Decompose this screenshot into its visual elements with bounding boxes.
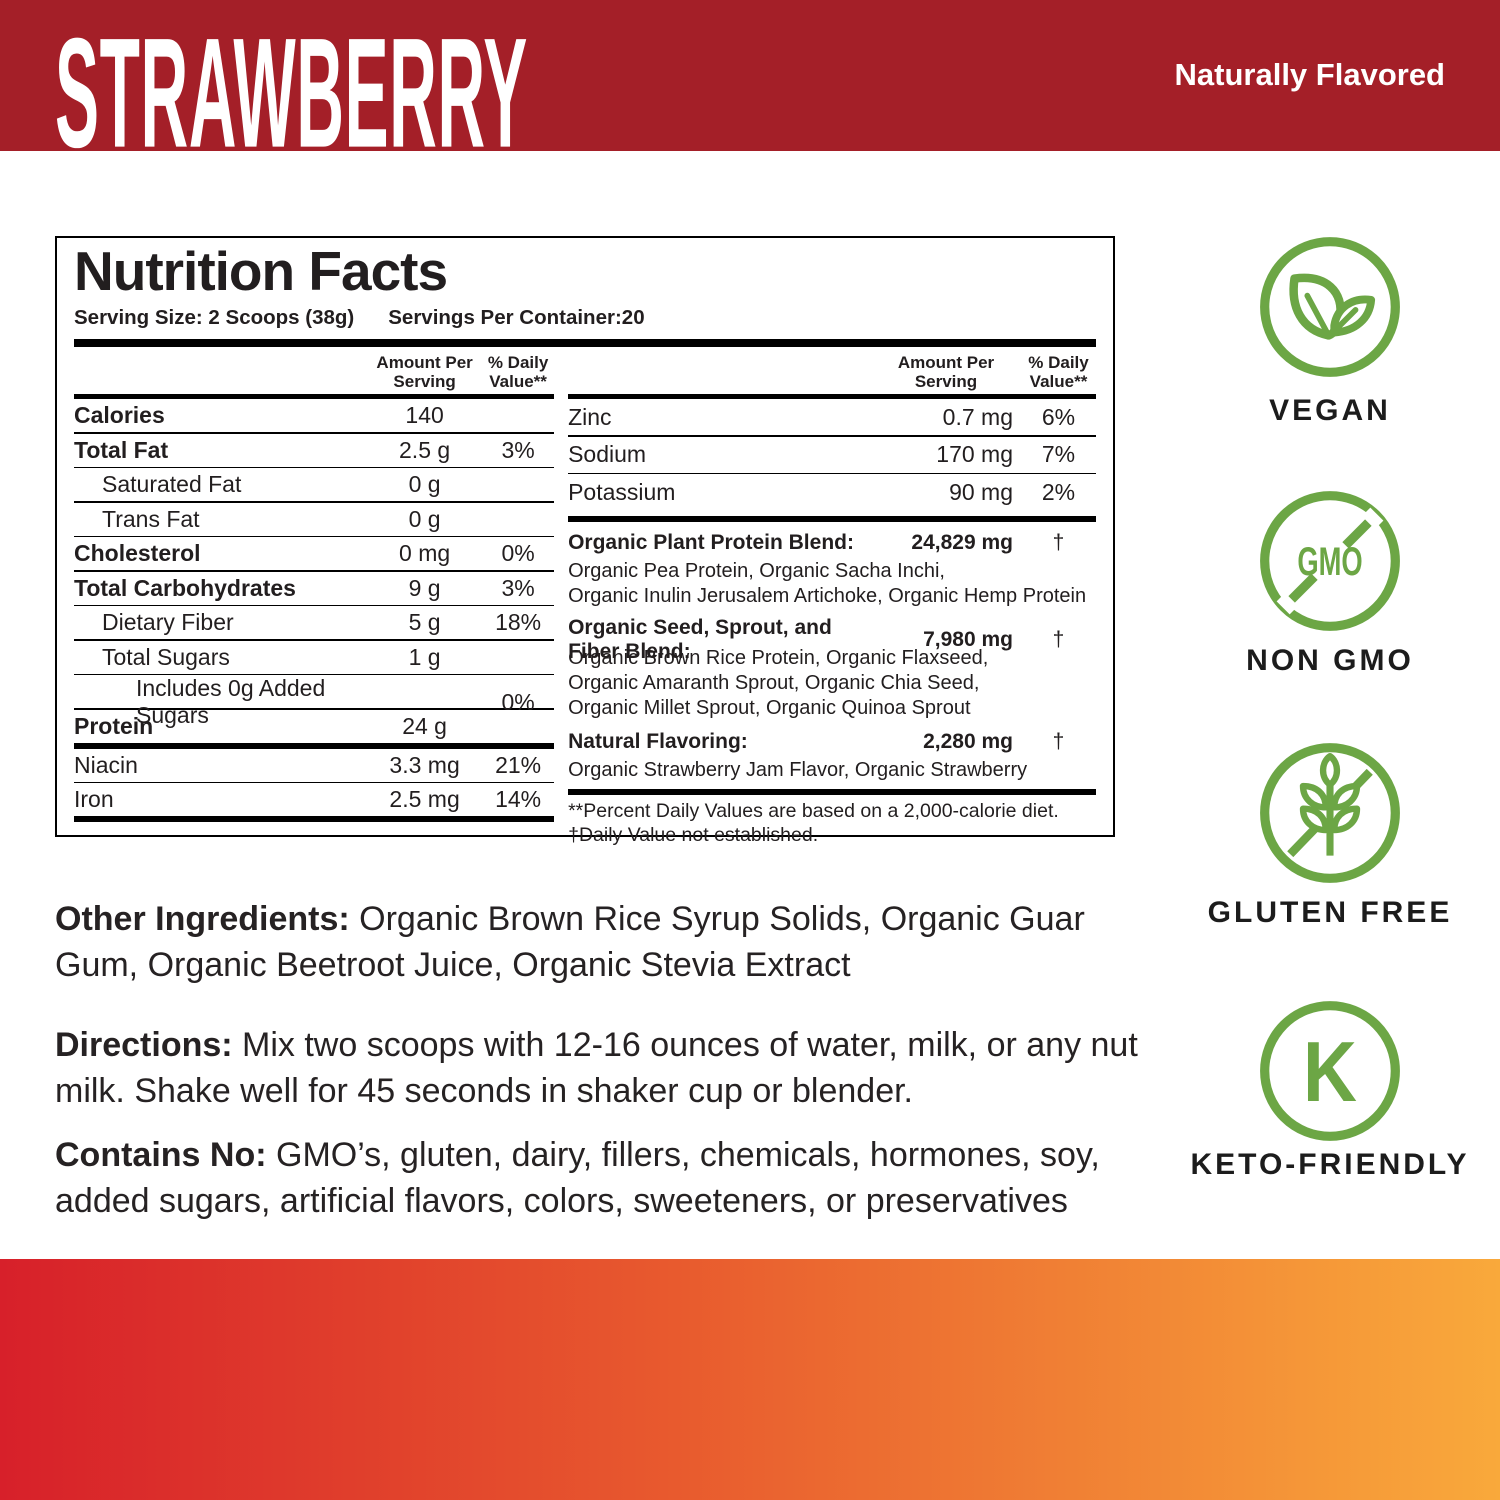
divider-thick — [74, 339, 1096, 347]
gmo-text: GMO — [1297, 540, 1362, 584]
row-niacin: Niacin 3.3 mg 21% — [74, 751, 542, 778]
directions-paragraph: Directions: Mix two scoops with 12-16 ou… — [55, 1026, 1138, 1110]
keto-friendly-badge-label: KETO-FRIENDLY — [1190, 1148, 1470, 1181]
divider-thick — [568, 789, 1096, 795]
flavor-title: STRAWBERRY — [55, 6, 528, 181]
contains-no-label: Contains No: — [55, 1136, 267, 1174]
divider-hairline — [74, 432, 555, 434]
nutrition-right-column: Amount Per Serving % Daily Value** Zinc … — [568, 347, 1096, 847]
flavor-subtitle: Naturally Flavored — [1174, 57, 1445, 92]
blend-plant-protein: Organic Plant Protein Blend: 24,829 mg †… — [568, 529, 1096, 609]
daily-value-footnote: **Percent Daily Values are based on a 2,… — [568, 800, 1059, 846]
row-total-sugars: Total Sugars 1 g — [102, 643, 441, 670]
nutrition-left-column: Amount Per Serving % Daily Value** Calor… — [74, 347, 555, 847]
divider-hairline — [74, 501, 555, 503]
flavor-banner: STRAWBERRY Naturally Flavored — [0, 0, 1500, 171]
divider-thick — [74, 816, 555, 822]
divider-hairline — [74, 570, 555, 572]
row-total-carbohydrates: Total Carbohydrates 9 g 3% — [74, 574, 535, 601]
keto-k-text: K — [1303, 1025, 1357, 1120]
divider-hairline — [74, 673, 555, 675]
row-calories: Calories 140 — [74, 402, 444, 428]
gmo-crossed-icon: GMO — [1260, 491, 1400, 631]
vegan-badge-label: VEGAN — [1269, 394, 1391, 427]
divider-medium — [74, 394, 555, 399]
row-added-sugars: Includes 0g Added Sugars 0% — [136, 675, 535, 728]
nutrition-facts-title: Nutrition Facts — [74, 240, 448, 302]
other-ingredients-label: Other Ingredients: — [55, 900, 350, 938]
dagger-symbol: † — [1052, 628, 1065, 651]
nutrition-columns: Amount Per Serving % Daily Value** Calor… — [74, 347, 1096, 847]
dagger-symbol: † — [1052, 531, 1065, 554]
row-total-fat: Total Fat 2.5 g 3% — [74, 436, 535, 463]
blend-seed-sprout-fiber: Organic Seed, Sprout, and Fiber Blend: 7… — [568, 616, 1096, 721]
row-sodium: Sodium 170 mg 7% — [568, 441, 1076, 467]
row-iron: Iron 2.5 mg 14% — [74, 786, 542, 812]
column-header: Amount Per Serving % Daily Value** — [568, 347, 1096, 394]
keto-k-icon: K — [1260, 1001, 1400, 1141]
wheat-crossed-icon — [1260, 743, 1400, 883]
divider-hairline — [568, 435, 1096, 437]
column-header: Amount Per Serving % Daily Value** — [74, 347, 554, 394]
divider-medium — [568, 394, 1096, 399]
leaf-icon — [1260, 237, 1400, 377]
dagger-symbol: † — [1052, 730, 1065, 753]
divider-hairline — [74, 639, 555, 641]
divider-hairline — [74, 466, 555, 468]
dv-header: % Daily Value** — [1028, 353, 1089, 391]
amount-header: Amount Per Serving — [376, 353, 473, 391]
divider-thick — [74, 742, 555, 749]
serving-size: Serving Size: 2 Scoops (38g) — [74, 306, 355, 329]
directions-label: Directions: — [55, 1026, 233, 1064]
row-dietary-fiber: Dietary Fiber 5 g 18% — [102, 609, 542, 635]
servings-per-container: Servings Per Container:20 — [388, 306, 645, 329]
other-ingredients-paragraph: Other Ingredients: Organic Brown Rice Sy… — [55, 900, 1085, 984]
amount-header: Amount Per Serving — [897, 353, 995, 391]
divider-thick — [568, 516, 1096, 522]
dv-header: % Daily Value** — [487, 353, 549, 391]
row-zinc: Zinc 0.7 mg 6% — [568, 403, 1076, 430]
divider-hairline — [74, 535, 555, 537]
divider-hairline — [568, 472, 1096, 474]
row-potassium: Potassium 90 mg 2% — [568, 478, 1076, 505]
divider-hairline — [74, 708, 555, 710]
divider-hairline — [74, 781, 555, 783]
nutrition-facts-panel: Nutrition Facts Serving Size: 2 Scoops (… — [55, 236, 1115, 846]
blend-natural-flavoring: Natural Flavoring: 2,280 mg † Organic St… — [568, 728, 1096, 783]
contains-no-paragraph: Contains No: GMO’s, gluten, dairy, fille… — [55, 1136, 1100, 1220]
gluten-free-badge-label: GLUTEN FREE — [1207, 896, 1453, 929]
non-gmo-badge-label: NON GMO — [1246, 644, 1414, 677]
stats-band: 24 grams of protein per serving 9 essent… — [0, 1259, 1500, 1500]
row-cholesterol: Cholesterol 0 mg 0% — [74, 540, 535, 566]
row-saturated-fat: Saturated Fat 0 g — [102, 471, 441, 497]
row-protein: Protein 24 g — [74, 712, 447, 739]
row-trans-fat: Trans Fat 0 g — [102, 505, 441, 532]
serving-info: Serving Size: 2 Scoops (38g) Servings Pe… — [74, 306, 1096, 330]
divider-hairline — [74, 604, 555, 606]
